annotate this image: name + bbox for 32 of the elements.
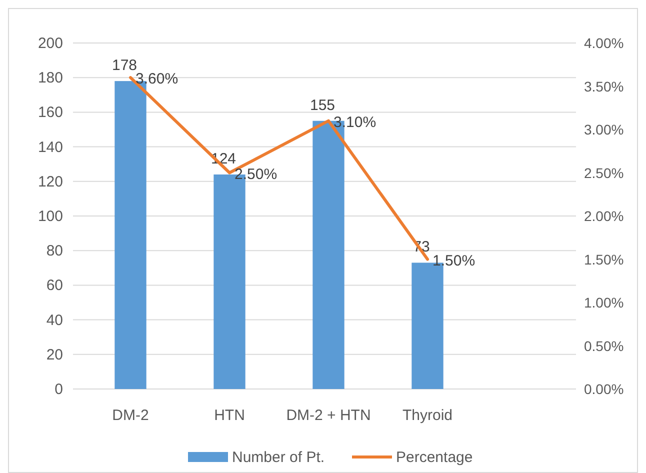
y-tick-label: 140: [38, 138, 63, 156]
y-tick-label: 100: [38, 208, 63, 225]
data-label: 3.60%: [136, 70, 178, 88]
legend-label: Number of Pt.: [232, 449, 325, 466]
y-tick-label: 180: [38, 70, 63, 87]
y2-tick-label: 1.50%: [584, 251, 624, 268]
data-label: 2.50%: [234, 166, 278, 183]
x-tick-label: Thyroid: [402, 407, 453, 424]
y2-tick-label: 3.00%: [584, 122, 624, 138]
legend-label: Percentage: [396, 449, 473, 466]
data-label: 1.50%: [432, 252, 476, 270]
y-tick-label: 120: [38, 173, 63, 190]
y-tick-label: 60: [46, 277, 63, 294]
y-tick-label: 80: [46, 242, 63, 260]
data-label: 178: [112, 57, 138, 74]
data-label: 3.10%: [334, 114, 376, 131]
x-tick-label: DM-2 + HTN: [286, 407, 371, 424]
y2-tick-label: 1.00%: [584, 294, 624, 310]
x-tick-label: DM-2: [112, 407, 149, 424]
y-tick-label: 0: [54, 381, 63, 398]
data-label: 155: [310, 96, 336, 114]
y2-tick-label: 2.50%: [584, 164, 624, 181]
y2-tick-label: 0.00%: [584, 381, 624, 397]
x-tick-label: HTN: [214, 407, 245, 424]
y-tick-label: 40: [46, 312, 63, 329]
y2-tick-label: 2.00%: [584, 208, 624, 224]
y2-tick-label: 3.50%: [584, 78, 624, 94]
y-tick-label: 160: [38, 104, 63, 122]
y2-tick-label: 4.00%: [584, 35, 624, 51]
y-tick-label: 200: [38, 35, 63, 52]
y2-tick-label: 0.50%: [584, 338, 624, 354]
y-tick-label: 20: [46, 346, 63, 364]
